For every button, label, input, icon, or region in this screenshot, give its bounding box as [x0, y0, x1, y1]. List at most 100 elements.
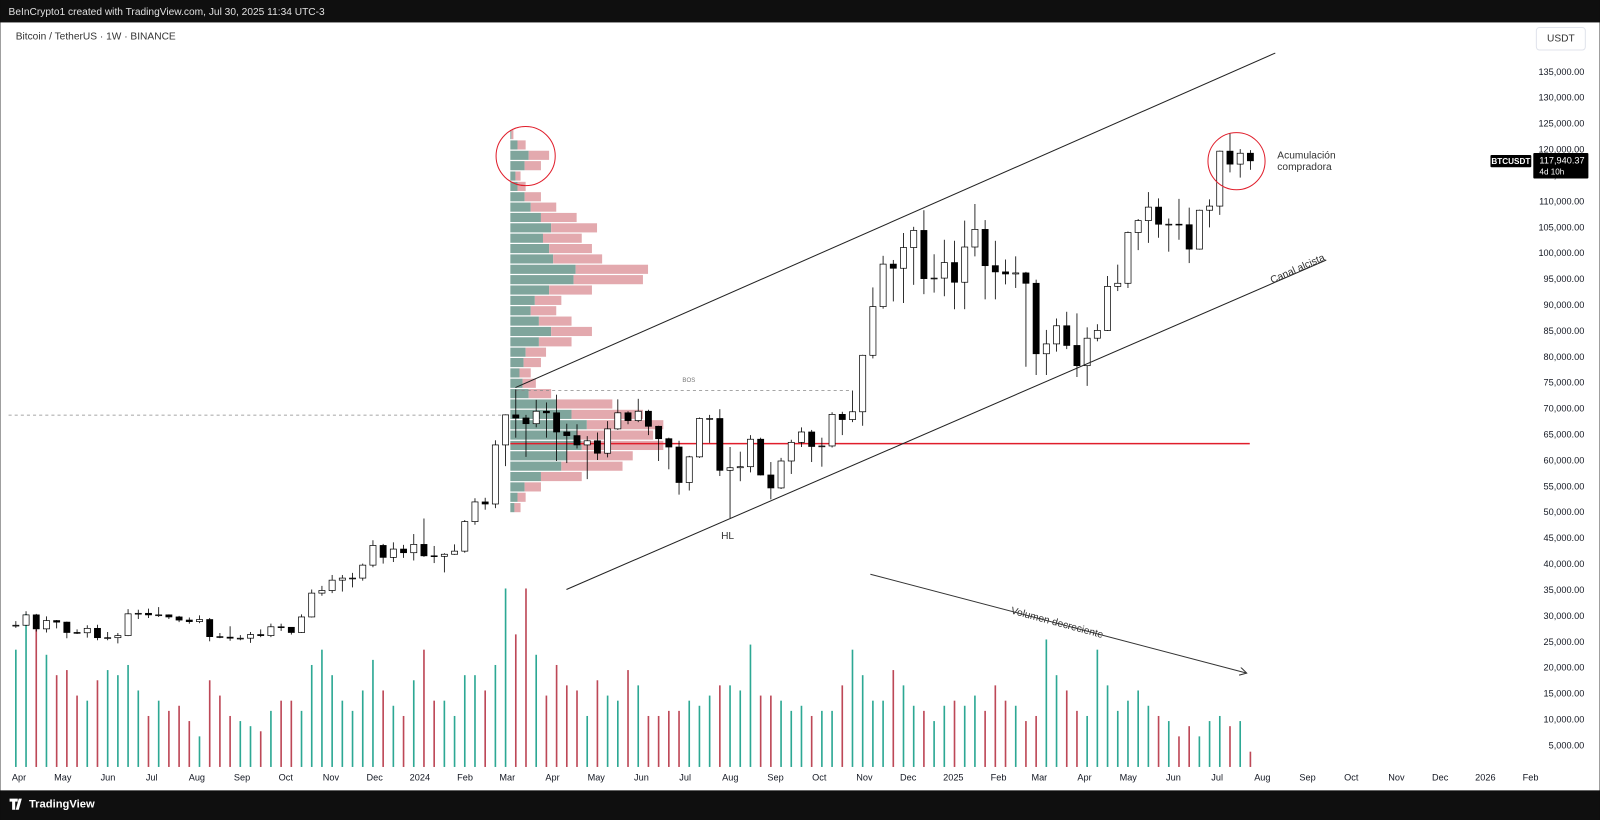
x-tick-label: Feb — [457, 773, 473, 783]
volume-bar — [1218, 715, 1221, 767]
profile-down — [528, 150, 550, 160]
candle-body — [440, 553, 448, 557]
candle-body — [481, 501, 489, 505]
footer — [0, 790, 1600, 820]
candle-body — [1165, 223, 1173, 226]
volume-bar — [984, 710, 986, 767]
profile-down — [524, 161, 541, 171]
profile-down — [573, 275, 643, 285]
volume-bars — [15, 588, 1252, 767]
y-tick-label: 5,000.00 — [1549, 740, 1585, 750]
candle-body — [155, 614, 163, 617]
candle-body — [359, 564, 367, 579]
profile-down — [581, 440, 664, 451]
candle-body — [828, 414, 836, 447]
volume-bar — [902, 685, 905, 767]
candle-body — [410, 544, 418, 554]
x-tick-label: Oct — [812, 773, 827, 783]
channel-upper — [515, 52, 1276, 389]
candle-body — [1083, 337, 1091, 367]
profile-down — [517, 181, 526, 191]
symbol-tag-text: BTCUSDT — [1491, 157, 1530, 166]
chart-area — [0, 22, 1600, 791]
volume-bar — [1014, 705, 1017, 767]
profile-up — [510, 399, 557, 409]
y-tick-label: 75,000.00 — [1544, 378, 1585, 388]
x-tick-label: Feb — [991, 773, 1007, 783]
candle-body — [920, 230, 928, 279]
x-tick-label: Apr — [12, 773, 26, 783]
profile-up — [510, 337, 539, 347]
price-tag-text: 117,940.37 — [1539, 156, 1584, 166]
volume-bar — [861, 675, 864, 767]
candle-body — [1104, 286, 1111, 331]
profile-up — [510, 150, 529, 160]
x-tick-label: Sep — [234, 773, 250, 783]
candle-body — [655, 425, 663, 440]
candle-body — [338, 577, 346, 581]
x-tick-label: Dec — [1432, 773, 1449, 783]
candle-body — [206, 619, 214, 637]
volume-bar — [55, 675, 58, 767]
x-tick-label: Jul — [1211, 773, 1223, 783]
volume-bar — [514, 634, 517, 767]
volume-bar — [1137, 690, 1139, 767]
currency[interactable]: USDT — [1547, 33, 1575, 44]
candle-body — [491, 444, 499, 505]
volume-bar — [474, 675, 476, 767]
x-tick-label: Nov — [1388, 773, 1405, 783]
candle-body — [1053, 325, 1060, 345]
volume-bar — [208, 680, 211, 767]
candle-body — [767, 474, 775, 489]
candle-body — [645, 410, 652, 427]
volume-bar — [106, 670, 109, 767]
volume-bar — [1229, 726, 1231, 767]
volume-bar — [1076, 710, 1078, 767]
candle-body — [83, 627, 91, 634]
volume-bar — [668, 710, 670, 767]
candle-body — [787, 441, 795, 462]
candle-body — [1226, 150, 1234, 165]
volume-arrow — [870, 573, 1246, 673]
candle-body — [726, 467, 734, 471]
candle-body — [63, 621, 71, 633]
volume-bar — [923, 710, 925, 767]
candle-body — [1206, 205, 1214, 211]
candle-body — [1216, 150, 1224, 207]
y-tick-label: 90,000.00 — [1544, 300, 1585, 310]
volume-bar — [1096, 649, 1099, 767]
profile-up — [510, 254, 554, 264]
candle-body — [226, 636, 234, 639]
currency-box[interactable] — [1535, 27, 1586, 51]
x-tick-label: Nov — [856, 773, 873, 783]
profile-up — [510, 171, 516, 181]
profile-up — [510, 130, 512, 140]
volume-bar — [1035, 715, 1037, 767]
annotation: Acumulación — [1277, 151, 1335, 162]
candles — [12, 133, 1254, 644]
candle-body — [1032, 282, 1040, 355]
circle-marker — [495, 125, 556, 187]
candle-body — [736, 466, 744, 469]
candle-body — [1022, 272, 1030, 284]
volume-bar — [963, 705, 966, 767]
candle-body — [910, 230, 918, 248]
volume-bar — [372, 659, 374, 767]
volume-bar — [127, 664, 129, 767]
volume-bar — [1065, 690, 1068, 767]
candle-body — [400, 548, 407, 554]
volume-bar — [606, 695, 609, 767]
candle-body — [53, 620, 61, 623]
profile-up — [510, 503, 515, 513]
profile-up — [510, 492, 518, 502]
profile-up — [510, 409, 572, 419]
candle-body — [1063, 325, 1071, 346]
volume-bar — [443, 700, 446, 767]
volume-bar — [576, 690, 578, 767]
x-tick-label: Feb — [1523, 773, 1539, 783]
candle-body — [43, 620, 50, 630]
volume-bar — [484, 690, 486, 767]
profile-up — [510, 295, 535, 305]
x-tick-label: Aug — [1254, 773, 1270, 783]
candle-body — [675, 446, 683, 483]
